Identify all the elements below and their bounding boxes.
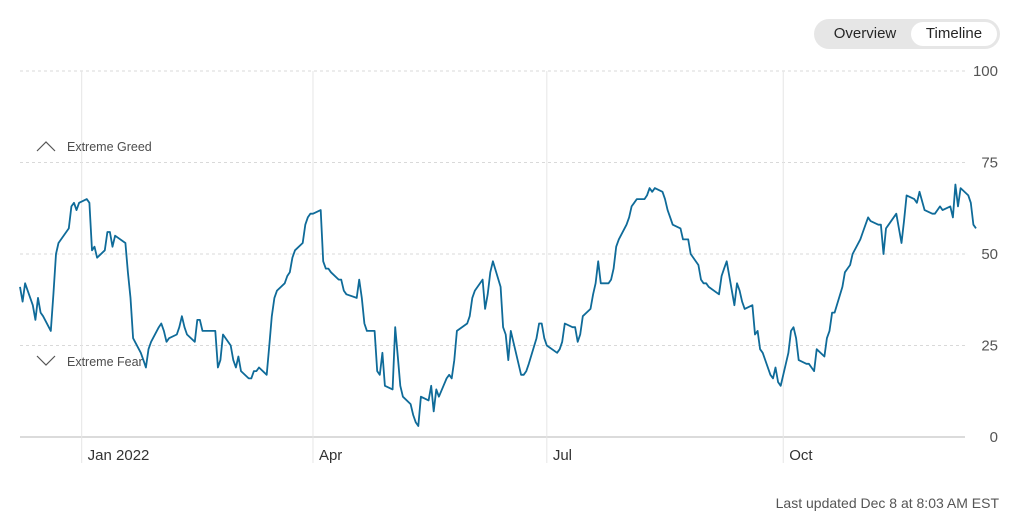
tab-overview[interactable]: Overview <box>833 25 897 42</box>
chevron-up-icon <box>36 141 56 152</box>
last-updated-text: Last updated Dec 8 at 8:03 AM EST <box>775 495 999 511</box>
y-tick-label: 25 <box>981 338 998 355</box>
annotation-extreme-fear-label: Extreme Fear <box>67 355 143 369</box>
annotation-extreme-greed-label: Extreme Greed <box>67 140 152 154</box>
x-tick-label: Apr <box>319 447 342 464</box>
y-tick-label: 100 <box>973 63 998 80</box>
y-tick-label: 75 <box>981 155 998 172</box>
x-tick-label: Jul <box>553 447 572 464</box>
view-toggle: Overview Timeline <box>814 19 1000 49</box>
series-line <box>19 183 977 427</box>
gridlines <box>20 70 965 438</box>
y-tick-label: 50 <box>981 246 998 263</box>
annotation-extreme-greed: Extreme Greed <box>36 140 152 154</box>
tab-timeline[interactable]: Timeline <box>911 22 997 46</box>
x-tick-label: Oct <box>789 447 813 464</box>
chevron-down-icon <box>36 355 56 366</box>
y-axis-labels: 0 25 50 75 100 <box>973 63 998 446</box>
y-tick-label: 0 <box>990 429 998 446</box>
x-axis-labels: Jan 2022 Apr Jul Oct <box>88 447 814 464</box>
vertical-gridlines <box>81 71 784 463</box>
x-tick-label: Jan 2022 <box>88 447 150 464</box>
annotation-extreme-fear: Extreme Fear <box>36 355 143 369</box>
